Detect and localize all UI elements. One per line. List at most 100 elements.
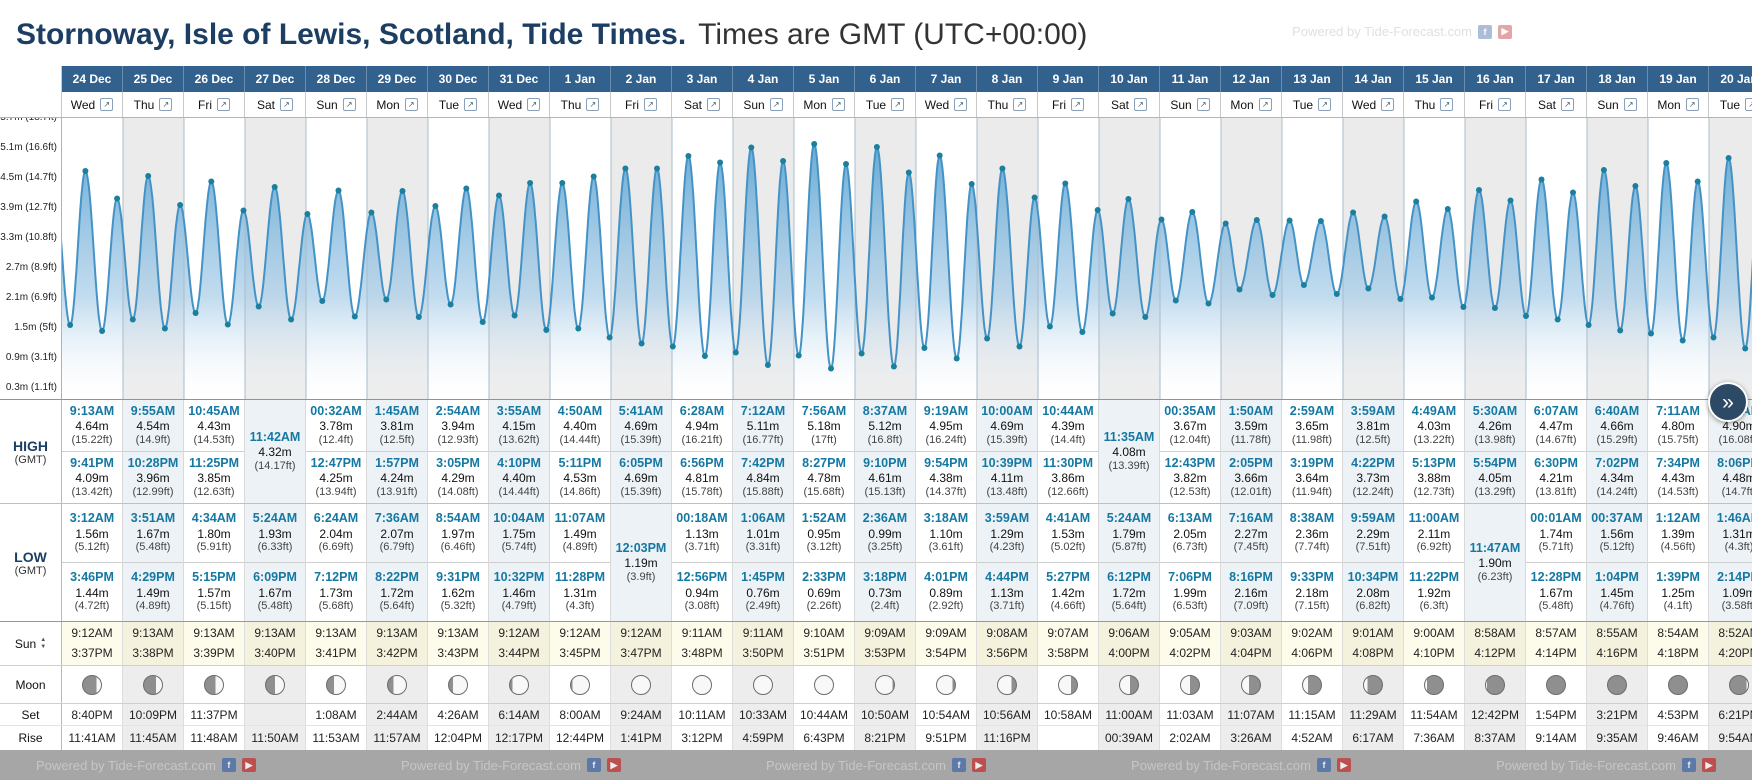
expand-day-icon[interactable]: ↗: [1134, 98, 1147, 111]
expand-day-icon[interactable]: ↗: [644, 98, 657, 111]
high-tide-time: 3:05PM: [436, 455, 480, 470]
high-tide-height-m: 5.12m: [868, 419, 902, 434]
expand-day-icon[interactable]: ↗: [891, 98, 905, 111]
weekday-cell: Wed ↗: [916, 92, 977, 117]
weekday-label: Thu: [987, 97, 1009, 112]
moon-cell: [1099, 666, 1160, 703]
expand-day-icon[interactable]: ↗: [1258, 98, 1272, 111]
expand-day-icon[interactable]: ↗: [1745, 98, 1752, 111]
low-tide-height-m: 1.75m: [502, 526, 536, 541]
moonset-time-cell: 4:26AM: [428, 704, 489, 725]
low-tide-entry: 9:31PM 1.62m (5.32ft): [428, 562, 488, 621]
expand-day-icon[interactable]: ↗: [1071, 98, 1084, 111]
moon-cell: [733, 666, 794, 703]
moon-cell: [1038, 666, 1099, 703]
low-tide-cell: 00:37AM 1.56m (5.12ft) 1:04PM 1.45m (4.76ft): [1587, 504, 1648, 621]
expand-day-icon[interactable]: ↗: [1318, 98, 1332, 111]
moon-phase-icon: [631, 674, 651, 695]
date-cell: 2 Jan: [611, 66, 672, 92]
page-heading: Stornoway, Isle of Lewis, Scotland, Tide…: [16, 15, 1087, 52]
expand-day-icon[interactable]: ↗: [342, 98, 356, 111]
high-tide-cell: 9:55AM 4.54m (14.9ft) 10:28PM 3.96m (12.99ft): [123, 400, 184, 503]
moon-row-label: Moon: [0, 666, 62, 703]
page-header: Stornoway, Isle of Lewis, Scotland, Tide…: [0, 0, 1752, 66]
low-tide-cell: 3:12AM 1.56m (5.12ft) 3:46PM 1.44m (4.72ft): [62, 504, 123, 621]
expand-day-icon[interactable]: ↗: [464, 98, 478, 111]
sunrise-time: 9:13AM: [376, 626, 418, 641]
sun-times-cell: 9:13AM 3:43PM: [428, 622, 489, 665]
tide-extreme-dots: [67, 141, 1749, 372]
expand-day-icon[interactable]: ↗: [1196, 98, 1210, 111]
low-tide-time: 10:34PM: [1347, 570, 1399, 585]
expand-day-icon[interactable]: ↗: [1440, 98, 1454, 111]
expand-day-icon[interactable]: ↗: [404, 98, 418, 111]
sun-times-cell: 9:13AM 3:38PM: [123, 622, 184, 665]
low-tide-entry: 6:13AM 2.05m (6.73ft): [1160, 504, 1220, 562]
high-tide-height-m: 3.88m: [1417, 471, 1451, 486]
high-tide-cell: 3:59AM 3.81m (12.5ft) 4:22PM 3.73m (12.24ft): [1343, 400, 1404, 503]
sunrise-time: 9:03AM: [1230, 626, 1272, 641]
expand-day-icon[interactable]: ↗: [527, 98, 541, 111]
low-tide-height-ft: (3.08ft): [684, 600, 720, 613]
expand-day-icon[interactable]: ↗: [769, 98, 783, 111]
expand-day-icon[interactable]: ↗: [217, 98, 230, 111]
high-tide-height-ft: (15.78ft): [681, 485, 723, 498]
low-tide-cell: 5:24AM 1.79m (5.87ft) 6:12PM 1.72m (5.64ft): [1099, 504, 1160, 621]
moonrise-time-cell: 4:52AM: [1282, 726, 1343, 750]
high-tide-height-m: 3.85m: [197, 471, 231, 486]
expand-day-icon[interactable]: ↗: [1685, 98, 1699, 111]
moon-phase-icon: [1607, 674, 1627, 695]
expand-day-icon[interactable]: ↗: [1381, 98, 1395, 111]
high-tide-time: 4:49AM: [1411, 403, 1457, 418]
expand-day-icon[interactable]: ↗: [1013, 98, 1027, 111]
high-tide-height-ft: (12.99ft): [132, 485, 174, 498]
expand-day-icon[interactable]: ↗: [1498, 98, 1511, 111]
low-tide-time: 5:15PM: [192, 570, 236, 585]
high-tide-time: 9:19AM: [923, 403, 969, 418]
low-tide-height-ft: (4.76ft): [1599, 600, 1635, 613]
low-tide-height-ft: (3.71ft): [989, 600, 1025, 613]
expand-day-icon[interactable]: ↗: [707, 98, 720, 111]
high-tide-cell: 6:40AM 4.66m (15.29ft) 7:02PM 4.34m (14.24ft): [1587, 400, 1648, 503]
low-tide-height-m: 2.18m: [1295, 585, 1329, 600]
expand-day-icon[interactable]: ↗: [831, 98, 845, 111]
sun-row-label: Sun ▲ ▼: [0, 622, 62, 665]
footer-watermark-text: Powered by Tide-Forecast.com: [401, 757, 581, 773]
expand-day-icon[interactable]: ↗: [1623, 98, 1637, 111]
expand-day-icon[interactable]: ↗: [586, 98, 600, 111]
weekday-label: Wed: [924, 97, 950, 112]
high-tide-height-m: 3.81m: [380, 419, 414, 434]
sun-label: Sun: [14, 636, 37, 651]
high-tide-entry: 6:56PM 4.81m (15.78ft): [672, 451, 732, 503]
low-tide-entry: 1:45PM 0.76m (2.49ft): [733, 562, 793, 621]
high-tide-cell: 7:56AM 5.18m (17ft) 8:27PM 4.78m (15.68ft): [794, 400, 855, 503]
low-tide-cell: 1:52AM 0.95m (3.12ft) 2:33PM 0.69m (2.26ft): [794, 504, 855, 621]
high-tide-height-ft: (12.63ft): [193, 485, 235, 498]
scroll-right-button[interactable]: »: [1708, 382, 1748, 422]
expand-day-icon[interactable]: ↗: [280, 98, 293, 111]
expand-day-icon[interactable]: ↗: [954, 98, 968, 111]
high-tide-time: 4:22PM: [1351, 455, 1395, 470]
weekday-label: Thu: [133, 97, 155, 112]
date-header-row: 24 Dec 25 Dec 26 Dec 27 Dec 28 Dec 29 Dec 30 D…: [0, 66, 1752, 92]
low-tide-entry: 8:16PM 2.16m (7.09ft): [1221, 562, 1281, 621]
footer-watermark-text: Powered by Tide-Forecast.com: [36, 757, 216, 773]
moon-phase-icon: [753, 674, 773, 695]
moon-cell: [489, 666, 550, 703]
high-tide-time: 10:00AM: [981, 403, 1033, 418]
moonset-time-cell: 10:54AM: [916, 704, 977, 725]
low-tide-time: 6:13AM: [1167, 511, 1213, 526]
low-tide-entry: 5:24AM 1.79m (5.87ft): [1099, 504, 1159, 562]
low-tide-height-ft: (5.12ft): [1599, 541, 1635, 554]
y-axis-label: 5.1m (16.6ft): [0, 142, 57, 153]
high-tide-height-m: 4.54m: [136, 419, 170, 434]
high-tide-entry: 7:56AM 5.18m (17ft): [794, 400, 854, 451]
low-tide-height-ft: (6.53ft): [1172, 600, 1208, 613]
expand-day-icon[interactable]: ↗: [1561, 98, 1574, 111]
expand-day-icon[interactable]: ↗: [159, 98, 173, 111]
expand-day-icon[interactable]: ↗: [100, 98, 114, 111]
low-tide-time: 7:06PM: [1168, 570, 1212, 585]
low-tide-time: 6:24AM: [313, 511, 359, 526]
moonset-time-cell: 10:58AM: [1038, 704, 1099, 725]
high-tide-time: 10:39PM: [981, 455, 1033, 470]
